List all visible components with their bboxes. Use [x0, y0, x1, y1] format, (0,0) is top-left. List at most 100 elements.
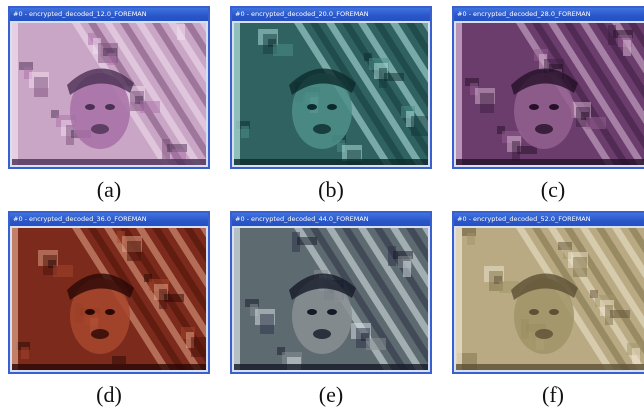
- block-artifact: [623, 40, 631, 56]
- block-artifact: [558, 242, 572, 250]
- block-artifact: [379, 68, 387, 88]
- face-shape: [70, 73, 130, 149]
- scanline-bar: [12, 159, 206, 165]
- eye-left: [85, 104, 95, 110]
- diagonal-stripe: [310, 23, 408, 165]
- diagonal-stripe: [596, 228, 644, 304]
- block-artifact: [93, 38, 101, 54]
- window-panel-d: #0 - encrypted_decoded_36.0_FOREMAN: [8, 211, 210, 374]
- window-panel-a: #0 - encrypted_decoded_12.0_FOREMAN: [8, 6, 210, 169]
- window-title-f: #0 - encrypted_decoded_52.0_FOREMAN: [454, 213, 644, 226]
- hat-shape: [511, 68, 578, 95]
- block-artifact: [406, 111, 414, 127]
- eye-left: [529, 104, 539, 110]
- block-artifact: [605, 305, 613, 325]
- block-artifact: [51, 110, 59, 118]
- window-title-a: #0 - encrypted_decoded_12.0_FOREMAN: [10, 8, 208, 21]
- block-artifact: [191, 337, 206, 357]
- eye-left: [307, 104, 317, 110]
- face-shape: [514, 73, 574, 149]
- diagonal-stripe: [104, 23, 202, 165]
- block-artifact: [494, 276, 502, 284]
- block-artifact: [411, 116, 428, 136]
- diagonal-stripe: [374, 23, 428, 109]
- diagonal-stripe: [628, 23, 644, 49]
- window-title-d: #0 - encrypted_decoded_36.0_FOREMAN: [10, 213, 208, 226]
- caption-e: (e): [318, 382, 344, 407]
- block-artifact: [581, 112, 589, 120]
- block-artifact: [177, 24, 185, 40]
- block-artifact: [108, 53, 116, 65]
- eye-right: [105, 104, 115, 110]
- mouth-shape: [535, 329, 553, 339]
- eye-right: [105, 309, 115, 315]
- block-artifact: [590, 290, 598, 298]
- block-artifact: [103, 48, 117, 56]
- block-artifact: [66, 125, 74, 145]
- block-artifact: [388, 246, 396, 266]
- eye-right: [327, 309, 337, 315]
- block-artifact: [112, 356, 126, 364]
- caption-a: (a): [96, 177, 122, 202]
- eye-left: [85, 309, 95, 315]
- diagonal-stripe: [200, 228, 206, 238]
- eye-left: [529, 309, 539, 315]
- diagonal-stripe: [406, 23, 428, 58]
- edge-artifact: [234, 23, 240, 165]
- caption-b: (b): [318, 177, 344, 202]
- block-artifact: [117, 231, 125, 243]
- hat-shape: [67, 68, 134, 95]
- hat-shape: [289, 68, 356, 95]
- block-artifact: [19, 62, 33, 70]
- block-artifact: [613, 30, 633, 38]
- video-frame-e: [234, 228, 428, 370]
- block-artifact: [364, 53, 372, 61]
- block-artifact: [573, 257, 587, 277]
- diagonal-stripe: [532, 228, 630, 370]
- block-artifact: [517, 146, 537, 154]
- block-artifact: [361, 333, 369, 341]
- diagonal-stripe: [422, 23, 428, 33]
- block-artifact: [144, 274, 152, 282]
- diagonal-stripe: [326, 23, 424, 165]
- video-frame-a: [12, 23, 206, 165]
- face-shape: [514, 278, 574, 354]
- block-artifact: [21, 347, 29, 359]
- block-artifact: [292, 232, 300, 252]
- edge-artifact: [12, 23, 18, 165]
- block-artifact: [172, 149, 186, 161]
- face-shape: [292, 73, 352, 149]
- face-shape: [292, 278, 352, 354]
- block-artifact: [393, 251, 413, 259]
- diagonal-stripe: [104, 228, 202, 370]
- eye-right: [327, 104, 337, 110]
- diagonal-stripe: [422, 228, 428, 238]
- window-panel-e: #0 - encrypted_decoded_44.0_FOREMAN: [230, 211, 432, 374]
- diagonal-stripe: [564, 23, 644, 150]
- mouth-shape: [313, 124, 331, 134]
- block-artifact: [167, 144, 187, 152]
- block-artifact: [164, 294, 184, 302]
- diagonal-stripe: [390, 23, 428, 83]
- block-artifact: [512, 141, 520, 161]
- block-artifact: [24, 67, 32, 79]
- scanline-bar: [12, 364, 206, 370]
- edge-artifact: [12, 228, 18, 370]
- block-artifact: [159, 289, 167, 309]
- block-artifact: [480, 93, 494, 113]
- diagonal-stripe: [310, 228, 408, 370]
- mouth-shape: [535, 124, 553, 134]
- block-artifact: [140, 101, 160, 113]
- block-artifact: [465, 78, 479, 86]
- block-artifact: [236, 121, 250, 129]
- block-artifact: [632, 348, 640, 364]
- edge-artifact: [456, 228, 462, 370]
- block-artifact: [539, 54, 547, 70]
- diagonal-stripe: [580, 23, 644, 124]
- block-artifact: [34, 77, 48, 97]
- block-artifact: [16, 342, 30, 350]
- scanline-bar: [234, 364, 428, 370]
- block-artifact: [610, 310, 630, 318]
- caption-f: (f): [542, 382, 564, 407]
- mouth-shape: [313, 329, 331, 339]
